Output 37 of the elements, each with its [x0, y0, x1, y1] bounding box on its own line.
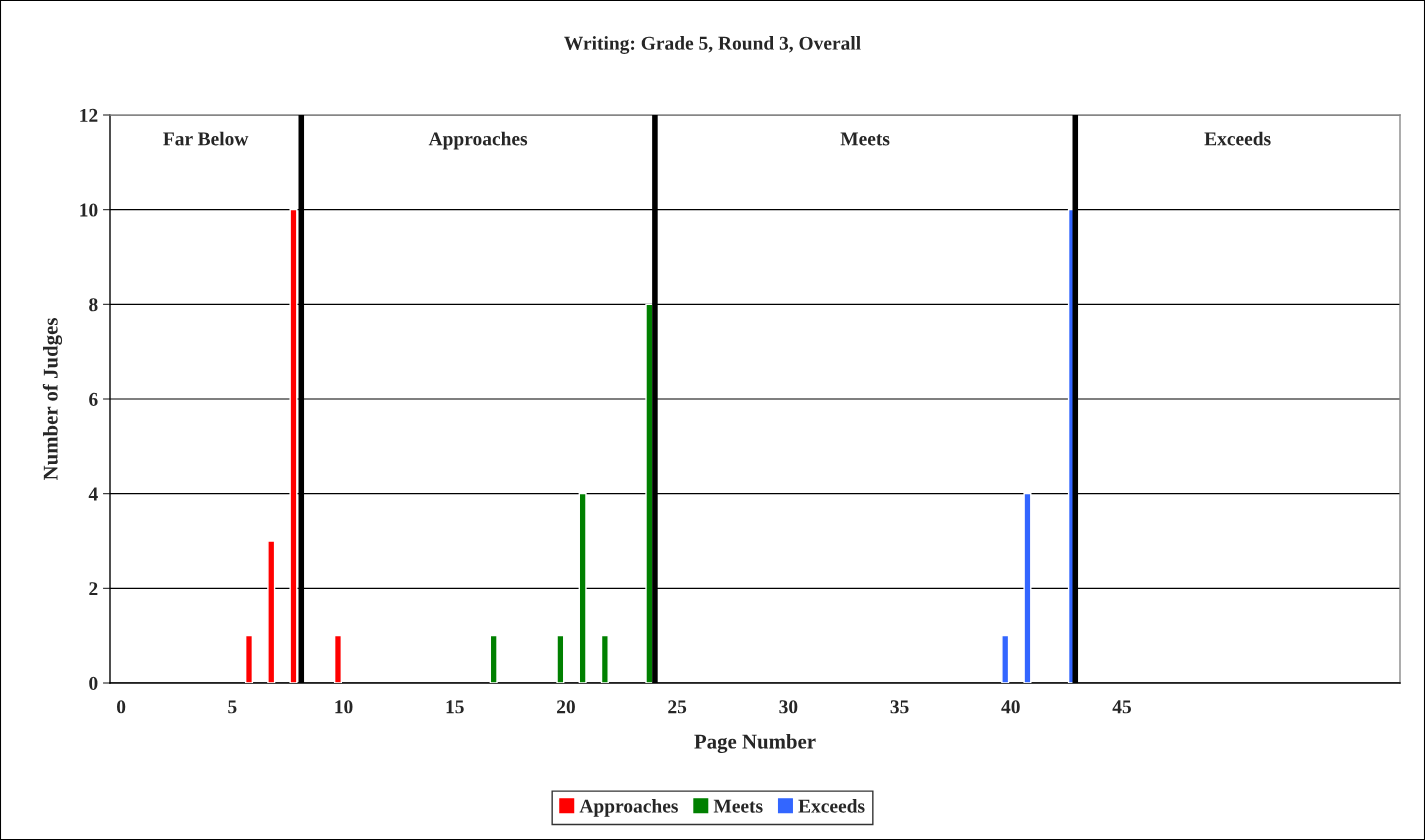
bar — [244, 634, 254, 683]
bar — [333, 634, 343, 683]
x-tick-label: 30 — [779, 700, 798, 714]
x-tick-label: 45 — [1112, 700, 1131, 714]
bar — [489, 634, 498, 683]
y-axis-title: Number of Judges — [42, 318, 63, 481]
bar — [556, 634, 565, 683]
x-tick-label: 35 — [890, 700, 909, 714]
bar — [289, 208, 298, 683]
y-tick-label: 8 — [89, 298, 98, 312]
bar — [578, 492, 587, 683]
x-tick-label: 10 — [335, 700, 353, 714]
bar — [600, 634, 609, 683]
x-tick-label: 15 — [446, 700, 464, 714]
annotation: Meets — [840, 132, 890, 146]
y-tick-label: 4 — [88, 487, 98, 501]
bar — [267, 540, 276, 683]
annotation: Exceeds — [1204, 131, 1271, 146]
x-tick-label: 40 — [1001, 700, 1020, 714]
x-axis-title: Page Number — [694, 733, 816, 754]
bar — [1023, 492, 1032, 683]
y-tick-label: 6 — [89, 392, 98, 406]
y-tick-label: 2 — [89, 582, 98, 596]
chart-title: Writing: Grade 5, Round 3, Overall — [564, 36, 861, 54]
legend-label: Exceeds — [798, 799, 865, 813]
legend-label: Meets — [713, 799, 763, 813]
annotation: Far Below — [163, 131, 249, 146]
annotation: Approaches — [428, 131, 528, 150]
x-tick-label: 5 — [228, 700, 237, 714]
y-tick-label: 10 — [80, 203, 98, 217]
bar — [1001, 634, 1010, 683]
y-tick-label: 12 — [80, 108, 98, 122]
legend-label: Approaches — [579, 799, 678, 817]
x-tick-label: 20 — [557, 700, 575, 714]
x-tick-label: 0 — [117, 700, 126, 714]
x-tick-label: 25 — [668, 700, 687, 714]
y-tick-label: 0 — [89, 676, 98, 690]
